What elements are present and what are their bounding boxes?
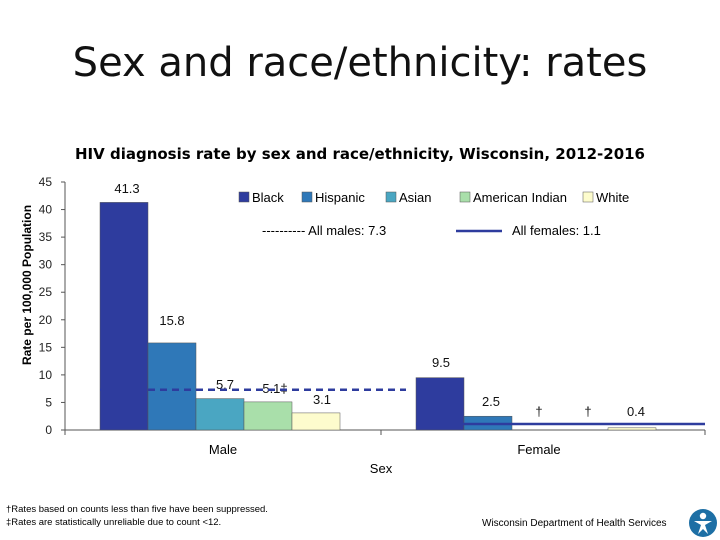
bar-value-label: † — [535, 404, 542, 419]
y-tick-label: 40 — [39, 203, 53, 217]
bar-value-label: 0.4 — [627, 404, 645, 419]
y-tick-label: 15 — [39, 340, 53, 354]
legend-swatch — [459, 191, 471, 203]
x-category-label: Male — [209, 442, 237, 457]
legend-label: Black — [252, 190, 284, 205]
x-category-label: Female — [517, 442, 560, 457]
bar-value-label: † — [584, 404, 591, 419]
y-tick-label: 25 — [39, 285, 53, 299]
y-tick-label: 45 — [39, 175, 53, 189]
bar — [415, 377, 465, 431]
bar-value-label: 41.3 — [114, 181, 139, 196]
footnote-suppressed: †Rates based on counts less than five ha… — [6, 504, 268, 515]
bar-value-label: 15.8 — [159, 313, 184, 328]
y-tick-label: 10 — [39, 368, 53, 382]
dhs-person-logo-icon — [689, 509, 717, 537]
y-axis-label: Rate per 100,000 Population — [20, 205, 34, 365]
x-axis-label: Sex — [370, 461, 393, 476]
legend-male-average: ---------- All males: 7.3 — [262, 223, 386, 238]
legend-label: American Indian — [473, 190, 567, 205]
y-tick-label: 30 — [39, 258, 53, 272]
legend-swatch — [582, 191, 594, 203]
footnotes: †Rates based on counts less than five ha… — [6, 503, 268, 529]
legend-label: Hispanic — [315, 190, 365, 205]
bar — [607, 427, 657, 431]
chart-title: HIV diagnosis rate by sex and race/ethni… — [74, 145, 645, 163]
bar — [147, 342, 197, 431]
y-tick-label: 0 — [45, 423, 52, 437]
legend-label: Asian — [399, 190, 432, 205]
legend-female-average: All females: 1.1 — [512, 223, 601, 238]
y-tick-label: 5 — [45, 395, 52, 409]
legend-swatch — [385, 191, 397, 203]
footnote-unreliable: ‡Rates are statistically unreliable due … — [6, 517, 222, 528]
bar — [195, 398, 245, 431]
bar — [243, 401, 293, 431]
bar — [291, 412, 341, 431]
bar-value-label: 9.5 — [432, 355, 450, 370]
y-tick-label: 35 — [39, 230, 53, 244]
bar-value-label: 2.5 — [482, 394, 500, 409]
y-tick-label: 20 — [39, 313, 53, 327]
legend-swatch — [238, 191, 250, 203]
bar — [99, 202, 149, 431]
legend-swatch — [301, 191, 313, 203]
slide-title: Sex and race/ethnicity: rates — [72, 40, 648, 86]
bar-value-label: 5.1‡ — [262, 381, 287, 396]
bar-value-label: 3.1 — [313, 392, 331, 407]
bar-value-label: 5.7 — [216, 377, 234, 392]
source-credit: Wisconsin Department of Health Services — [482, 518, 667, 529]
legend-label: White — [596, 190, 629, 205]
